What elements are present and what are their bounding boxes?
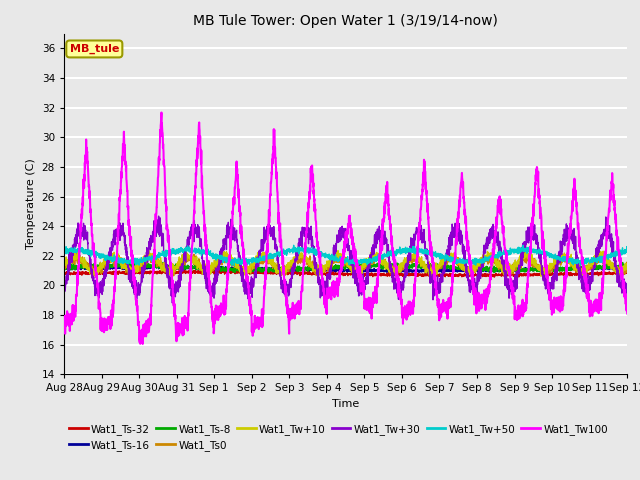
Y-axis label: Temperature (C): Temperature (C) [26,158,36,250]
Title: MB Tule Tower: Open Water 1 (3/19/14-now): MB Tule Tower: Open Water 1 (3/19/14-now… [193,14,498,28]
Legend: Wat1_Ts-32, Wat1_Ts-16, Wat1_Ts-8, Wat1_Ts0, Wat1_Tw+10, Wat1_Tw+30, Wat1_Tw+50,: Wat1_Ts-32, Wat1_Ts-16, Wat1_Ts-8, Wat1_… [69,424,608,451]
Text: MB_tule: MB_tule [70,44,119,54]
X-axis label: Time: Time [332,399,359,409]
